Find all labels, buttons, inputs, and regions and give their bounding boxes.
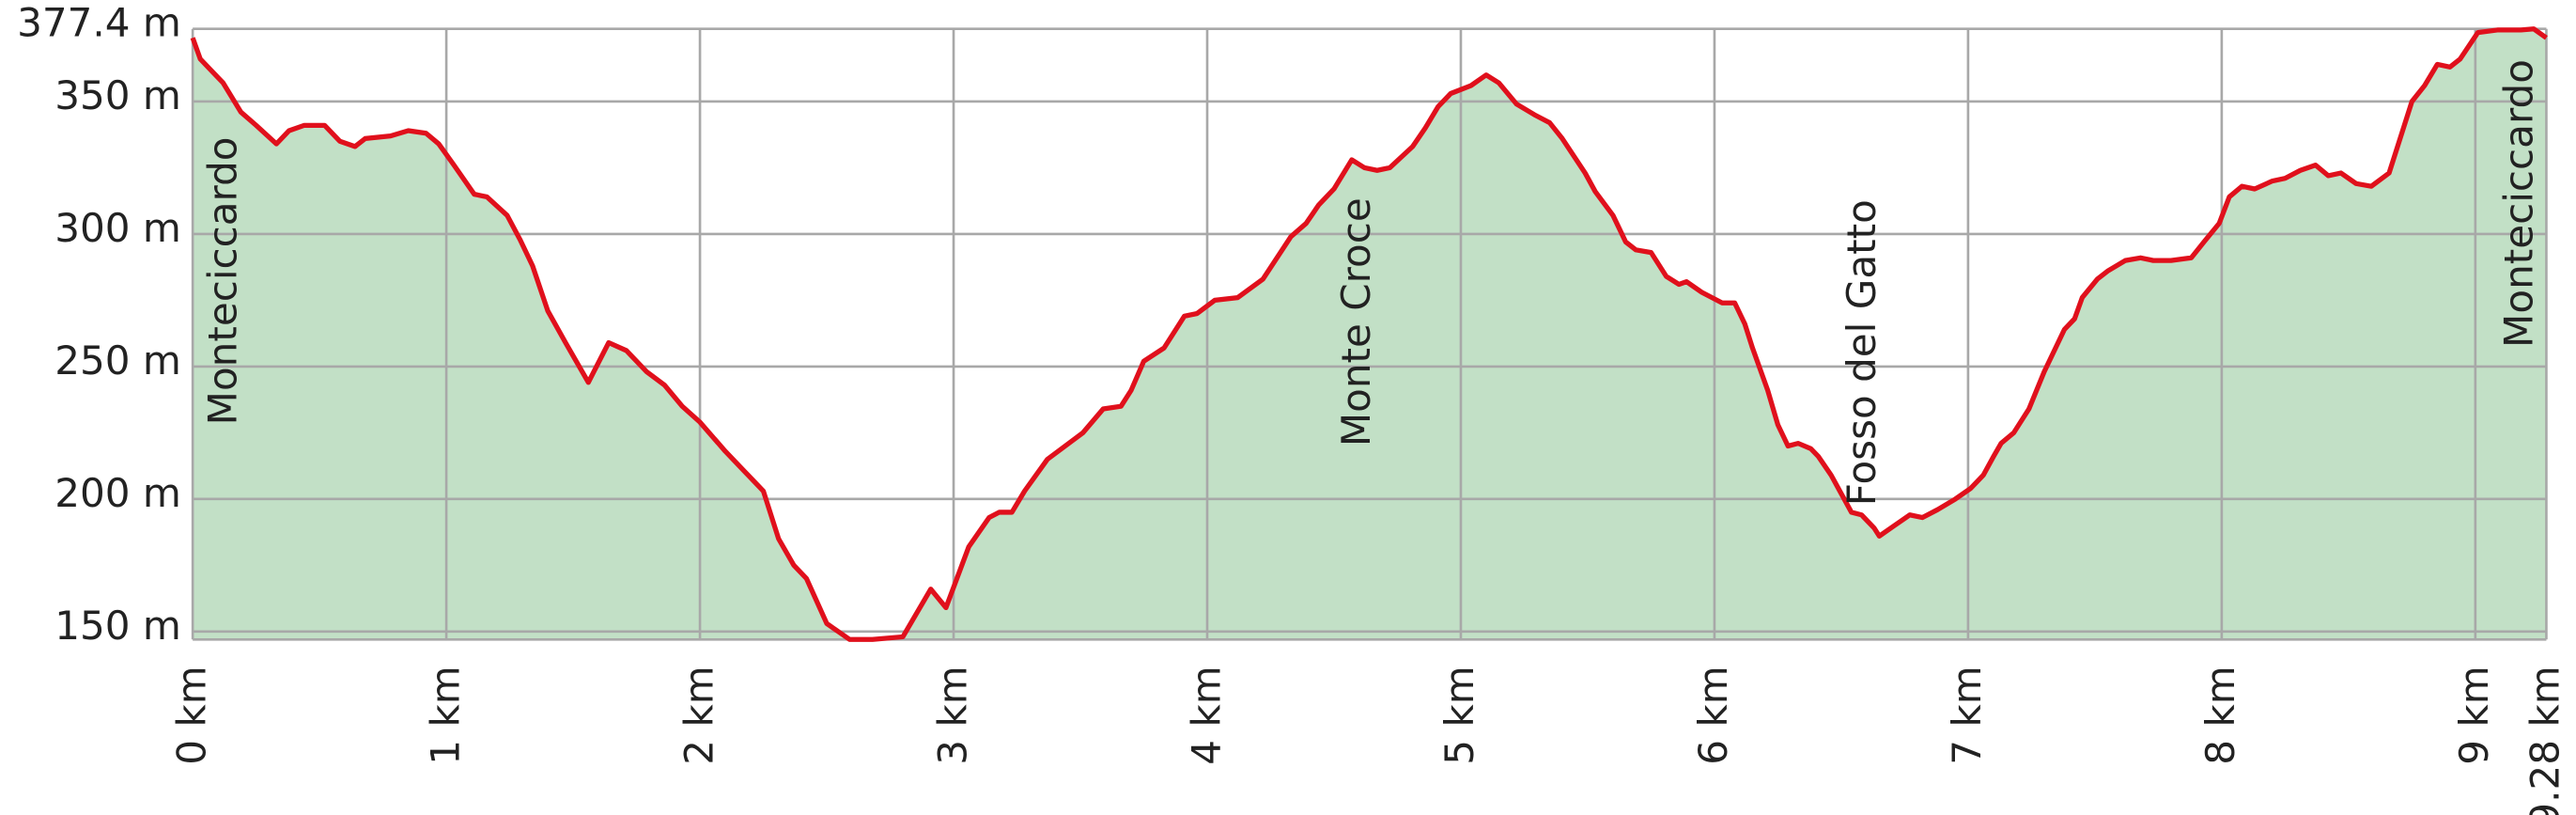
y-tick-label: 350 m: [54, 72, 181, 118]
place-label: Monteciccardo: [2496, 59, 2542, 348]
x-tick-label: 1 km: [422, 666, 468, 764]
x-tick-label: 2 km: [675, 666, 722, 764]
y-tick-label: 250 m: [54, 337, 181, 384]
elevation-line: [190, 26, 2548, 642]
y-tick-label: 377.4 m: [17, 0, 181, 46]
place-label: Monte Croce: [1333, 197, 1379, 447]
elevation-area: [193, 28, 2547, 640]
x-tick-label: 5 km: [1436, 666, 1482, 764]
x-tick-label: 3 km: [929, 666, 975, 764]
y-tick-label: 300 m: [54, 205, 181, 251]
y-tick-label: 200 m: [54, 470, 181, 516]
place-label: Fosso del Gatto: [1839, 199, 1885, 506]
x-tick-label: 9.28 km: [2522, 666, 2568, 815]
x-tick-label: 8 km: [2197, 666, 2243, 764]
x-tick-label: 4 km: [1183, 666, 1229, 764]
x-tick-label: 7 km: [1944, 666, 1990, 764]
x-tick-label: 9 km: [2451, 666, 2497, 764]
x-tick-label: 6 km: [1690, 666, 1736, 764]
x-tick-label: 0 km: [168, 666, 214, 764]
place-label: Monteciccardo: [200, 136, 246, 425]
y-tick-label: 150 m: [54, 603, 181, 649]
